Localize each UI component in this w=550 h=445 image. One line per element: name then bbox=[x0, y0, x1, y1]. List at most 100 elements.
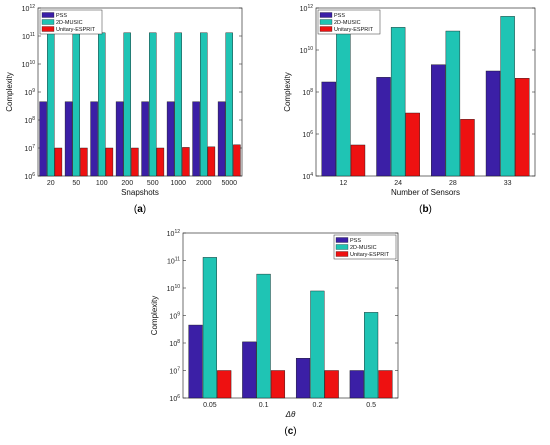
legend-swatch bbox=[41, 26, 55, 32]
bar-unitary-esprit bbox=[54, 147, 63, 177]
y-tick-label: 107 bbox=[24, 144, 35, 153]
legend-swatch bbox=[319, 12, 333, 18]
legend-label: Unitary-ESPRIT bbox=[350, 252, 390, 258]
bar-2d-music bbox=[98, 32, 106, 177]
legend-swatch bbox=[41, 12, 55, 18]
bar-2d-music bbox=[445, 30, 461, 177]
y-tick-label: 1010 bbox=[167, 284, 181, 293]
bar-unitary-esprit bbox=[156, 147, 165, 177]
x-axis-label: Snapshots bbox=[121, 188, 159, 197]
legend-swatch bbox=[319, 19, 333, 25]
x-tick-label: 50 bbox=[72, 180, 80, 187]
bar-pss bbox=[321, 81, 336, 177]
bar-2d-music bbox=[200, 32, 208, 177]
bar-pss bbox=[192, 101, 200, 177]
legend-label: Unitary-ESPRIT bbox=[334, 27, 374, 33]
y-axis-label: Complexity bbox=[150, 296, 159, 336]
panel-caption: (c) bbox=[284, 426, 296, 437]
legend-label: PSS bbox=[334, 13, 345, 19]
y-tick-label: 1012 bbox=[300, 4, 314, 13]
y-tick-label: 1011 bbox=[22, 32, 35, 41]
bar-pss bbox=[349, 370, 364, 399]
x-tick-label: 1000 bbox=[170, 180, 186, 187]
bar-pss bbox=[242, 341, 257, 399]
x-tick-label: 2000 bbox=[196, 180, 212, 187]
bar-unitary-esprit bbox=[270, 370, 286, 399]
legend-swatch bbox=[335, 251, 349, 257]
bar-unitary-esprit bbox=[207, 146, 216, 177]
bar-unitary-esprit bbox=[350, 144, 366, 177]
bar-unitary-esprit bbox=[324, 370, 339, 399]
bar-pss bbox=[485, 70, 501, 177]
x-tick-label: 500 bbox=[147, 180, 159, 187]
bar-2d-music bbox=[364, 312, 379, 399]
x-tick-label: 12 bbox=[339, 180, 347, 187]
bar-pss bbox=[188, 324, 203, 399]
y-tick-label: 106 bbox=[24, 172, 35, 181]
x-tick-label: 33 bbox=[504, 180, 512, 187]
bar-pss bbox=[431, 64, 446, 177]
legend-label: PSS bbox=[56, 13, 67, 19]
legend-label: 2D-MUSIC bbox=[350, 245, 377, 251]
bar-2d-music bbox=[500, 16, 515, 177]
x-tick-label: 0.5 bbox=[366, 402, 376, 409]
bar-pss bbox=[295, 358, 311, 399]
y-tick-label: 108 bbox=[302, 88, 313, 97]
bar-2d-music bbox=[47, 32, 55, 177]
y-tick-label: 109 bbox=[24, 88, 35, 97]
panel-caption: (b) bbox=[419, 204, 432, 215]
y-tick-label: 104 bbox=[302, 172, 313, 181]
bar-pss bbox=[217, 101, 226, 177]
y-tick-label: 1012 bbox=[167, 229, 181, 238]
bar-unitary-esprit bbox=[217, 370, 232, 399]
bar-2d-music bbox=[174, 32, 182, 177]
x-tick-label: 28 bbox=[449, 180, 457, 187]
x-tick-label: 200 bbox=[121, 180, 133, 187]
y-tick-label: 1010 bbox=[300, 46, 314, 55]
bar-unitary-esprit bbox=[105, 147, 114, 177]
y-tick-label: 1012 bbox=[22, 4, 36, 13]
bar-pss bbox=[115, 101, 124, 177]
legend-label: 2D-MUSIC bbox=[334, 20, 361, 26]
x-tick-label: 0.05 bbox=[203, 402, 217, 409]
y-tick-label: 107 bbox=[169, 367, 180, 376]
y-axis-label: Complexity bbox=[5, 72, 14, 112]
y-tick-label: 109 bbox=[169, 312, 180, 321]
y-tick-label: 106 bbox=[302, 130, 313, 139]
x-tick-label: 0.1 bbox=[259, 402, 269, 409]
bar-2d-music bbox=[310, 290, 325, 399]
y-tick-label: 108 bbox=[169, 339, 180, 348]
bar-pss bbox=[376, 77, 391, 177]
bar-2d-music bbox=[225, 32, 233, 177]
chart-c: 106 107 108 109 1010 1011 1012 0.05 0.1 0.2 0.5 Δθ C… bbox=[150, 229, 399, 437]
chart-a: 106 107 108 109 1010 1011 1012 20 50 100 200 500 100… bbox=[5, 4, 243, 215]
x-tick-label: 20 bbox=[47, 180, 55, 187]
bar-2d-music bbox=[72, 32, 80, 177]
x-axis-label: Number of Sensors bbox=[391, 188, 460, 197]
bar-2d-music bbox=[149, 32, 157, 177]
chart-b: 104 106 108 1010 1012 12 24 28 33 Number of Senso… bbox=[283, 4, 536, 215]
y-axis-label: Complexity bbox=[283, 72, 292, 112]
bar-pss bbox=[166, 101, 175, 177]
bar-2d-music bbox=[336, 33, 351, 177]
bar-2d-music bbox=[123, 32, 131, 177]
panel-caption: (a) bbox=[134, 204, 146, 215]
x-tick-label: 0.2 bbox=[313, 402, 323, 409]
x-tick-label: 100 bbox=[96, 180, 108, 187]
y-tick-label: 1010 bbox=[22, 60, 36, 69]
x-axis-label: Δθ bbox=[285, 410, 296, 419]
legend-swatch bbox=[319, 26, 333, 32]
y-tick-label: 108 bbox=[24, 116, 35, 125]
bar-unitary-esprit bbox=[378, 370, 393, 399]
bar-unitary-esprit bbox=[80, 147, 88, 177]
legend-label: 2D-MUSIC bbox=[56, 20, 83, 26]
bar-unitary-esprit bbox=[233, 144, 241, 177]
bar-2d-music bbox=[202, 257, 217, 399]
bar-pss bbox=[39, 101, 47, 177]
bar-unitary-esprit bbox=[515, 78, 530, 177]
